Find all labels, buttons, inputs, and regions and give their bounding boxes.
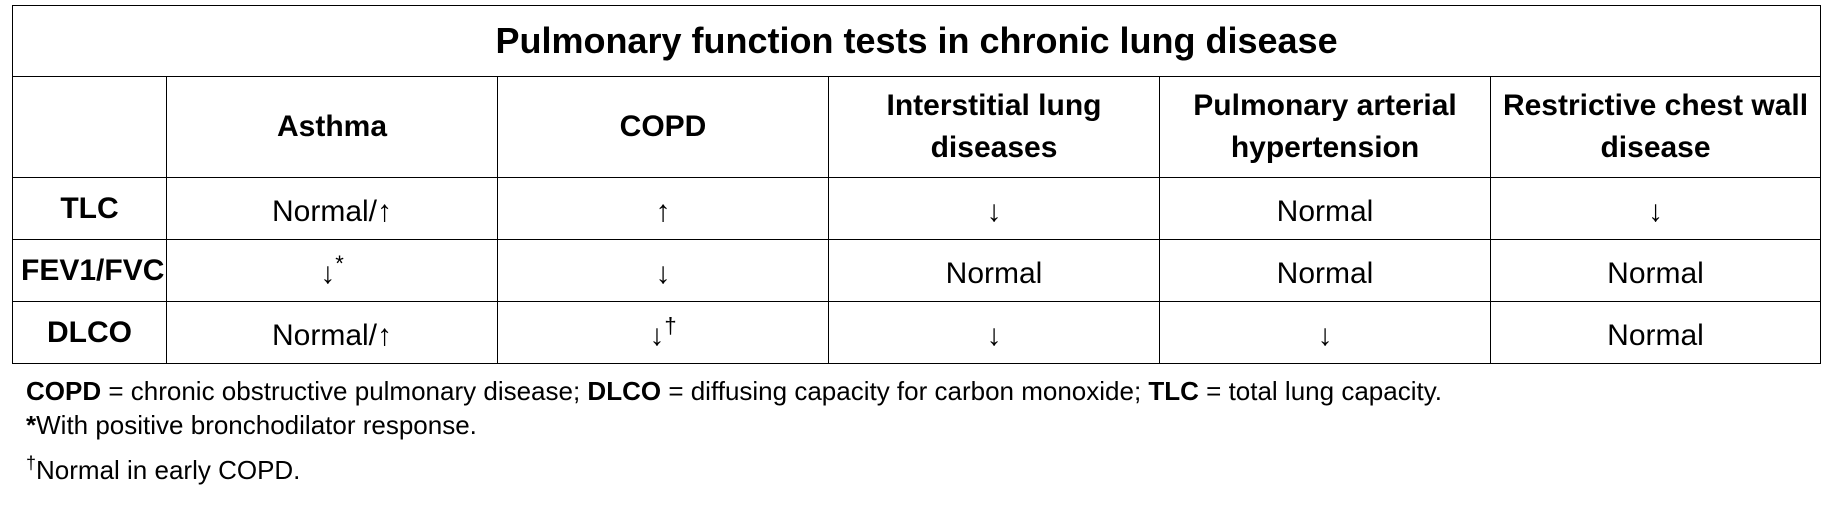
- abbrev-term-copd: COPD: [26, 376, 102, 406]
- table-cell: Normal: [1489, 301, 1822, 364]
- cell-value: ↓: [320, 256, 336, 290]
- header-row: Asthma COPD Interstitial lung diseases P…: [12, 76, 1822, 178]
- dagger-footnote: †Normal in early COPD.: [26, 446, 1820, 487]
- abbrev-term-dlco: DLCO: [587, 376, 662, 406]
- table-row-fev1-fvc: FEV1/FVC ↓* ↓ Normal Normal Normal: [12, 239, 1822, 302]
- table-cell: Normal: [1489, 239, 1822, 302]
- title-row: Pulmonary function tests in chronic lung…: [11, 5, 1822, 77]
- table-cell: Normal/↑: [166, 301, 498, 364]
- table-cell: Normal: [1159, 177, 1491, 240]
- table-cell: ↑: [497, 177, 829, 240]
- column-header-copd: COPD: [497, 76, 829, 178]
- column-header-restrictive: Restrictive chest wall disease: [1489, 76, 1822, 178]
- table-title: Pulmonary function tests in chronic lung…: [11, 5, 1822, 77]
- cell-value: Normal/↑: [271, 318, 392, 352]
- cell-value: ↑: [655, 194, 671, 228]
- column-header-pah: Pulmonary arterial hypertension: [1159, 76, 1491, 178]
- asterisk-footnote-text: With positive bronchodilator response.: [36, 410, 477, 440]
- pft-figure: Pulmonary function tests in chronic lung…: [11, 5, 1822, 487]
- column-header-asthma: Asthma: [166, 76, 498, 178]
- table-cell: ↓: [1489, 177, 1822, 240]
- cell-value: Normal/↑: [271, 194, 392, 228]
- table-cell: Normal: [1159, 239, 1491, 302]
- cell-value: ↓: [649, 318, 665, 352]
- table-footnotes: COPD = chronic obstructive pulmonary dis…: [12, 374, 1820, 487]
- cell-value: ↓: [986, 194, 1002, 228]
- abbrev-def-dlco: = diffusing capacity for carbon monoxide…: [661, 376, 1149, 406]
- table-row-dlco: DLCO Normal/↑ ↓† ↓ ↓ Normal: [12, 301, 1822, 364]
- table-cell: ↓†: [497, 301, 829, 364]
- table-row-tlc: TLC Normal/↑ ↑ ↓ Normal ↓: [12, 177, 1822, 240]
- cell-footnote-mark: †: [664, 312, 677, 338]
- cell-value: ↓: [986, 318, 1002, 352]
- dagger-footnote-text: Normal in early COPD.: [36, 455, 301, 485]
- table-cell: Normal/↑: [166, 177, 498, 240]
- asterisk-mark: *: [26, 410, 37, 440]
- table-cell: ↓: [828, 177, 1160, 240]
- abbrev-term-tlc: TLC: [1148, 376, 1199, 406]
- cell-value: Normal: [1276, 256, 1374, 290]
- cell-footnote-mark: *: [335, 250, 344, 276]
- cell-value: Normal: [1607, 256, 1704, 290]
- cell-value: ↓: [655, 256, 671, 290]
- table-cell: ↓: [497, 239, 829, 302]
- table-cell: ↓: [828, 301, 1160, 364]
- row-header-fev1-fvc: FEV1/FVC: [12, 239, 167, 302]
- dagger-mark: †: [26, 453, 37, 473]
- pft-table: Pulmonary function tests in chronic lung…: [11, 5, 1822, 364]
- cell-value: ↓: [1648, 194, 1664, 228]
- table-cell: ↓: [1159, 301, 1491, 364]
- table-cell: Normal: [828, 239, 1160, 302]
- cell-value: Normal: [1276, 194, 1374, 228]
- abbreviations-note: COPD = chronic obstructive pulmonary dis…: [26, 374, 1820, 408]
- column-header-interstitial: Interstitial lung diseases: [828, 76, 1160, 178]
- abbrev-def-copd: = chronic obstructive pulmonary disease;: [101, 376, 588, 406]
- cell-value: Normal: [1607, 318, 1704, 352]
- row-header-tlc: TLC: [12, 177, 167, 240]
- cell-value: ↓: [1317, 318, 1333, 352]
- table-cell: ↓*: [166, 239, 498, 302]
- header-blank-cell: [12, 76, 167, 178]
- cell-value: Normal: [945, 256, 1043, 290]
- abbrev-def-tlc: = total lung capacity.: [1198, 376, 1442, 406]
- row-header-dlco: DLCO: [12, 301, 167, 364]
- asterisk-footnote: *With positive bronchodilator response.: [26, 408, 1820, 442]
